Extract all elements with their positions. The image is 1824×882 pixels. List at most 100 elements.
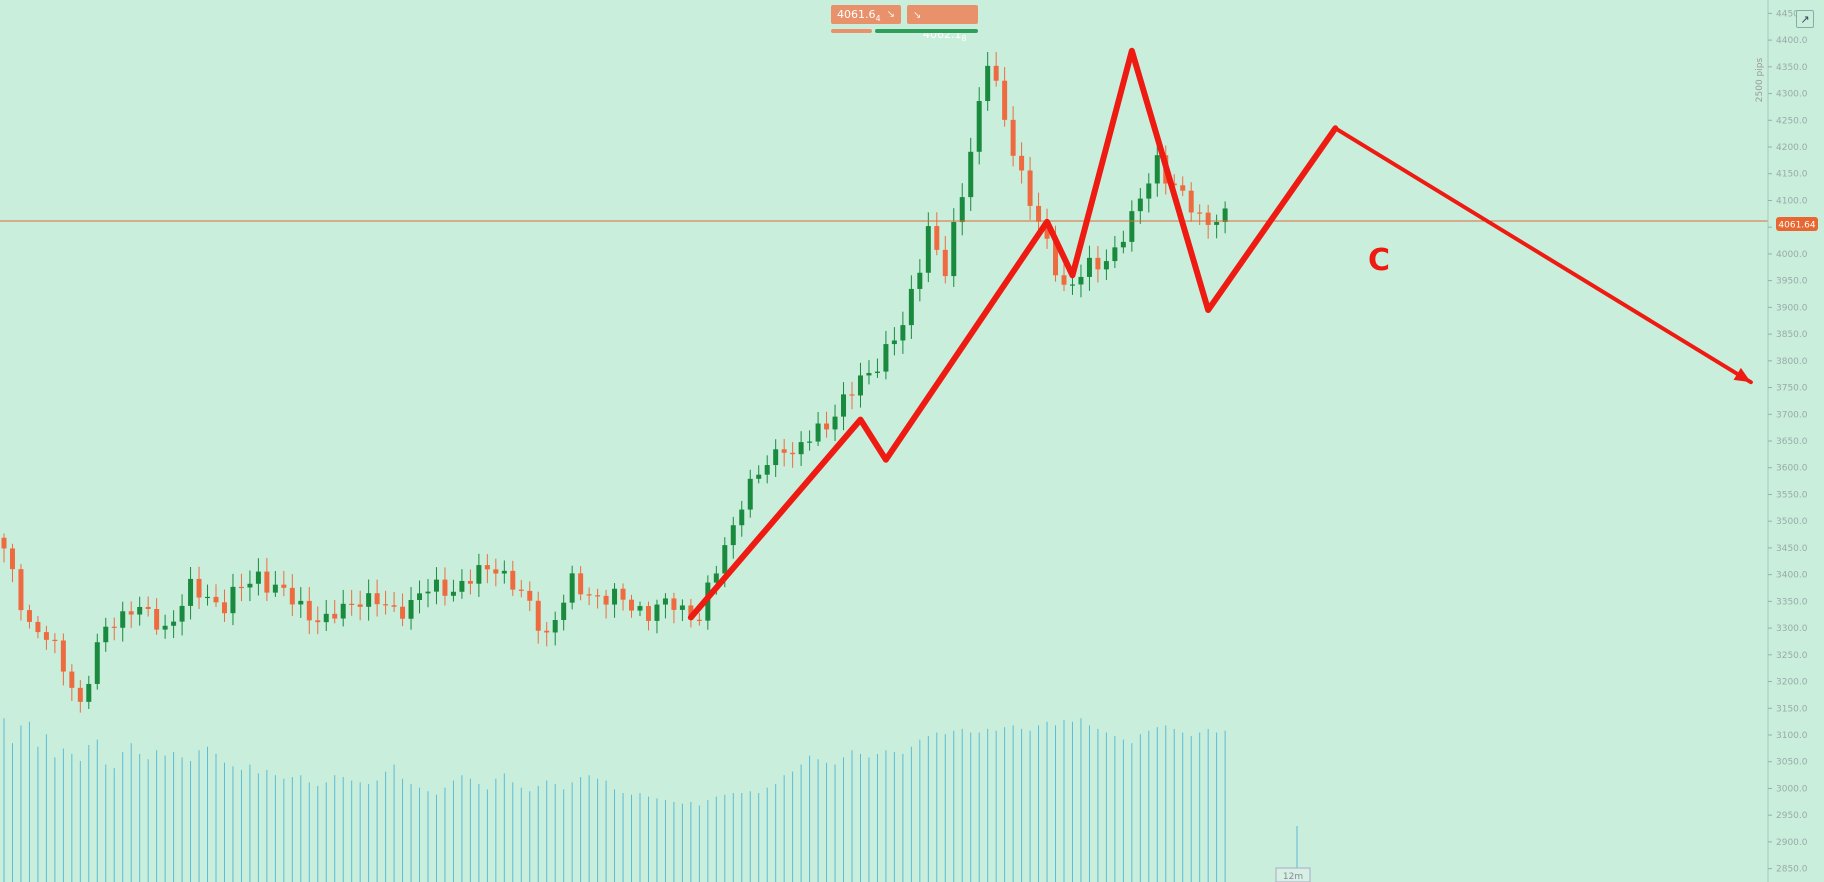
candle (781, 438, 787, 467)
candle (985, 52, 991, 111)
candle (374, 579, 380, 617)
candle-body (637, 606, 643, 611)
candle-body (289, 587, 295, 605)
candle (188, 566, 194, 620)
candle (629, 594, 635, 618)
candle (433, 567, 439, 605)
candle (739, 500, 745, 537)
volume-tag: 12m (1275, 867, 1311, 882)
candle-layer (1, 52, 1228, 713)
candle-body (264, 571, 270, 593)
candle-body (866, 372, 872, 376)
candle (306, 587, 312, 635)
candle (510, 560, 516, 596)
candle (993, 52, 999, 87)
candle (645, 601, 651, 631)
candle-body (35, 621, 41, 633)
candle-body (86, 683, 92, 702)
candle-body (713, 573, 719, 583)
candle-body (900, 325, 906, 341)
candle-body (272, 584, 278, 593)
expand-chart-button[interactable]: ↗ (1796, 10, 1814, 28)
y-tick-label: 4150.0 (1776, 170, 1808, 180)
candle-body (951, 222, 957, 277)
candle-body (985, 65, 991, 102)
y-tick-label: 3100.0 (1776, 731, 1808, 741)
candle-body (841, 394, 847, 417)
candle (569, 565, 575, 610)
y-tick-label: 4000.0 (1776, 250, 1808, 260)
candle (111, 617, 117, 641)
external-link-icon: ↗ (1800, 12, 1810, 26)
candle (934, 212, 940, 256)
candle (798, 431, 804, 467)
candle (612, 583, 618, 618)
candle (730, 516, 736, 559)
candle-body (569, 573, 575, 603)
candle (841, 382, 847, 431)
candle (671, 592, 677, 624)
candle-body (1137, 198, 1143, 212)
candle-body (1205, 212, 1211, 225)
candle (425, 578, 431, 608)
candle (179, 594, 185, 636)
y-tick-label: 3050.0 (1776, 758, 1808, 768)
candle (501, 560, 507, 584)
candle (103, 617, 109, 652)
candle-body (629, 599, 635, 611)
candle (824, 411, 830, 438)
y-tick-label: 3750.0 (1776, 384, 1808, 394)
candle (1112, 235, 1118, 268)
candle (162, 614, 168, 639)
candle-body (501, 570, 507, 574)
y-tick-label: 3350.0 (1776, 597, 1808, 607)
candle-body (942, 249, 948, 277)
wave-pattern-line (687, 47, 1339, 621)
bid-quote-button[interactable]: 4061.64 ↘ (831, 5, 901, 24)
candle (18, 564, 24, 621)
candle-body (620, 588, 626, 600)
candle-body (77, 687, 83, 702)
candle-body (595, 595, 601, 597)
candle-body (1197, 212, 1203, 214)
candle-body (603, 595, 609, 605)
candle-body (756, 474, 762, 479)
candle-body (679, 605, 685, 610)
candle (238, 573, 244, 602)
candle-body (815, 423, 821, 442)
annotation-layer (687, 47, 1753, 621)
candle-body (154, 608, 160, 630)
ask-quote-button[interactable]: ↘ 4062.18 (907, 5, 978, 43)
candle-body (832, 416, 838, 430)
candle (400, 593, 406, 627)
candle-body (391, 605, 397, 607)
candle-body (1180, 185, 1186, 191)
y-tick-label: 2900.0 (1776, 838, 1808, 848)
candle-body (205, 596, 211, 599)
candle-body (1095, 257, 1101, 270)
candle-body (111, 626, 117, 628)
candle-body (959, 197, 965, 223)
candle (408, 586, 414, 630)
candle-body (400, 606, 406, 619)
arrowhead-icon (1733, 367, 1751, 383)
candle-body (137, 606, 143, 615)
ask-price-suffix: 8 (961, 34, 967, 44)
candle (925, 212, 931, 283)
y-tick-label: 4400.0 (1776, 36, 1808, 46)
candle (450, 579, 456, 602)
candle (1180, 176, 1186, 197)
candle-body (179, 605, 185, 622)
candle-body (552, 620, 558, 633)
candle (281, 570, 287, 597)
candle-body (298, 600, 304, 605)
candle (637, 601, 643, 617)
y-tick-label: 3000.0 (1776, 784, 1808, 794)
bid-price: 4061.6 (837, 8, 876, 21)
y-tick-label: 3550.0 (1776, 490, 1808, 500)
candle (442, 567, 448, 606)
candle (340, 589, 346, 627)
candle (459, 569, 465, 599)
candle (807, 430, 813, 451)
